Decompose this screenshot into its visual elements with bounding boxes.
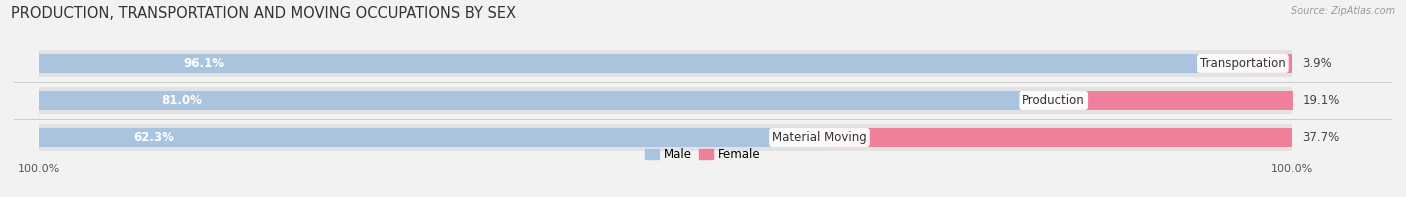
Text: 96.1%: 96.1% [184,57,225,70]
Bar [39,54,1243,73]
Bar [39,128,820,147]
Text: PRODUCTION, TRANSPORTATION AND MOVING OCCUPATIONS BY SEX: PRODUCTION, TRANSPORTATION AND MOVING OC… [11,6,516,21]
Bar [820,128,1292,147]
Text: 37.7%: 37.7% [1302,131,1339,144]
Text: Source: ZipAtlas.com: Source: ZipAtlas.com [1291,6,1395,16]
Bar [1243,54,1292,73]
Bar [1053,91,1294,110]
Bar [39,50,1292,77]
Legend: Male, Female: Male, Female [641,143,765,165]
Text: Transportation: Transportation [1199,57,1285,70]
Text: 62.3%: 62.3% [132,131,173,144]
Bar [39,87,1292,114]
Text: 81.0%: 81.0% [160,94,201,107]
Text: 3.9%: 3.9% [1302,57,1331,70]
Text: Production: Production [1022,94,1085,107]
Bar [39,124,1292,151]
Bar [39,91,1053,110]
Text: Material Moving: Material Moving [772,131,868,144]
Text: 19.1%: 19.1% [1303,94,1340,107]
